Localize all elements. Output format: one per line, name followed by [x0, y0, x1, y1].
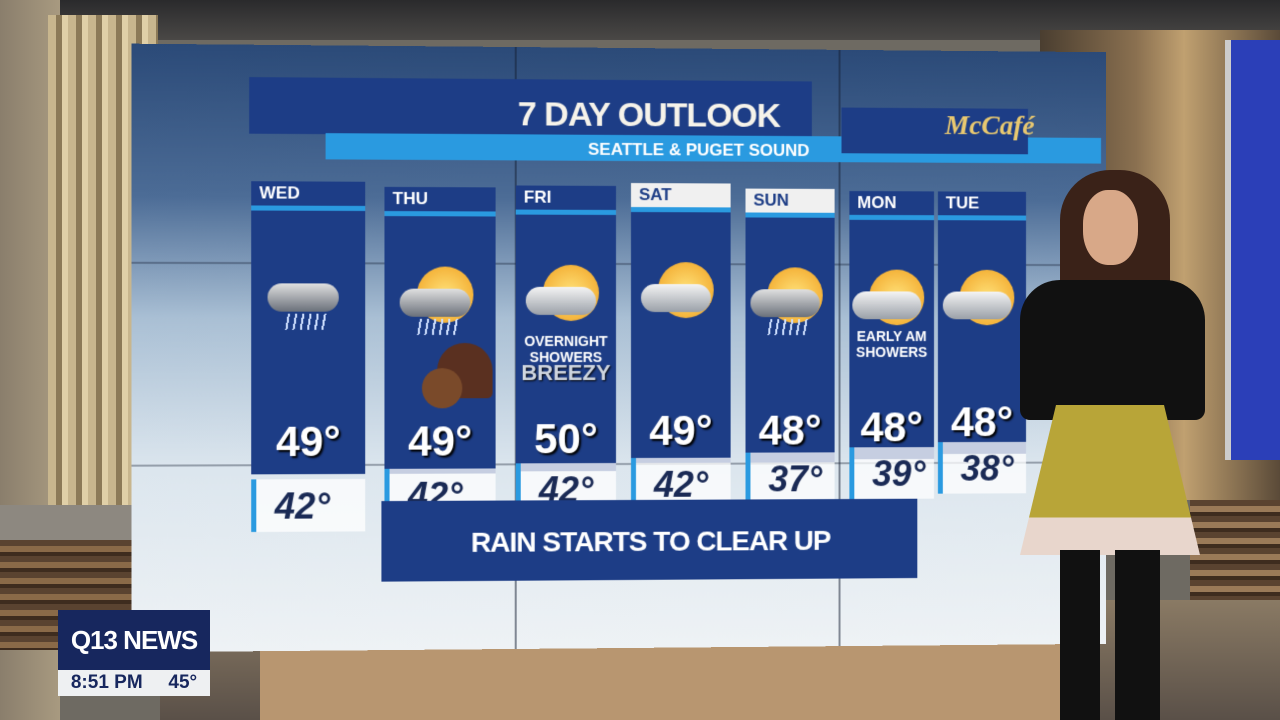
- day-column-sun: SUN 48°: [745, 188, 835, 463]
- day-label: MON: [849, 191, 935, 216]
- weather-presenter: [1015, 170, 1215, 720]
- day-column-thu: THU 49°: [384, 186, 496, 474]
- day-column-mon: MON 48°: [849, 191, 935, 460]
- forecast-note-breezy: BREEZY: [521, 360, 611, 386]
- sun-cloud-icon: [636, 262, 726, 332]
- forecast-subtitle: SEATTLE & PUGET SOUND: [587, 139, 810, 161]
- day-label: WED: [251, 181, 366, 206]
- cloud-rain-icon: [262, 261, 354, 332]
- forecast-note: OVERNIGHT SHOWERS BREEZY: [506, 333, 626, 386]
- high-temperature: 48°: [860, 403, 923, 451]
- day-label: TUE: [937, 191, 1027, 216]
- low-temperature: 37°: [768, 458, 823, 500]
- sun-cloud-icon: [938, 269, 1026, 339]
- high-temperature: 48°: [950, 398, 1014, 446]
- sponsor-logo: McCafé: [944, 110, 1035, 142]
- low-temp-box: 38°: [937, 441, 1027, 494]
- day-label: FRI: [515, 185, 617, 210]
- low-temperature: 42°: [274, 485, 331, 527]
- high-temperature: 48°: [758, 406, 822, 454]
- low-temperature: 39°: [872, 453, 926, 494]
- studio-blue-panel: [1225, 40, 1280, 460]
- station-name: Q13 NEWS: [58, 610, 210, 670]
- low-temperature: 38°: [960, 447, 1014, 489]
- forecast-note: EARLY AM SHOWERS: [840, 328, 944, 360]
- low-temp-box: 39°: [849, 447, 935, 500]
- high-temp-box: 49°: [251, 210, 366, 475]
- day-column-fri: FRI 50°: [515, 185, 617, 472]
- current-temperature: 45°: [168, 672, 198, 693]
- day-label: THU: [384, 186, 496, 212]
- high-temperature: 49°: [275, 417, 341, 466]
- turkey-icon: [412, 342, 493, 413]
- high-temperature: 50°: [534, 415, 598, 463]
- station-logo-bug: Q13 NEWS 8:51 PM 45°: [58, 610, 210, 696]
- weather-video-wall: 7 DAY OUTLOOK SEATTLE & PUGET SOUND McCa…: [131, 43, 1106, 653]
- sun-cloud-rain-icon: [395, 266, 486, 336]
- high-temp-box: 49°: [630, 212, 731, 463]
- high-temp-box: 48°: [937, 220, 1027, 455]
- forecast-banner-text: RAIN STARTS TO CLEAR UP: [470, 524, 831, 558]
- sun-cloud-rain-icon: [746, 267, 835, 337]
- sun-cloud-icon: [521, 264, 611, 335]
- high-temperature: 49°: [649, 406, 713, 454]
- forecast-note-text: EARLY AM SHOWERS: [856, 328, 928, 360]
- low-temp-box: 37°: [745, 452, 835, 505]
- day-column-sat: SAT 49°: [630, 183, 731, 463]
- day-column-tue: TUE 48°: [937, 191, 1027, 455]
- high-temp-box: 48°: [745, 217, 835, 463]
- high-temperature: 49°: [407, 417, 473, 465]
- forecast-title: 7 DAY OUTLOOK: [517, 95, 781, 135]
- day-label: SAT: [630, 183, 731, 208]
- current-time: 8:51 PM: [70, 672, 143, 693]
- low-temp-box: 42°: [251, 478, 366, 532]
- day-label: SUN: [745, 188, 835, 213]
- day-column-wed: WED 49°: [251, 181, 366, 475]
